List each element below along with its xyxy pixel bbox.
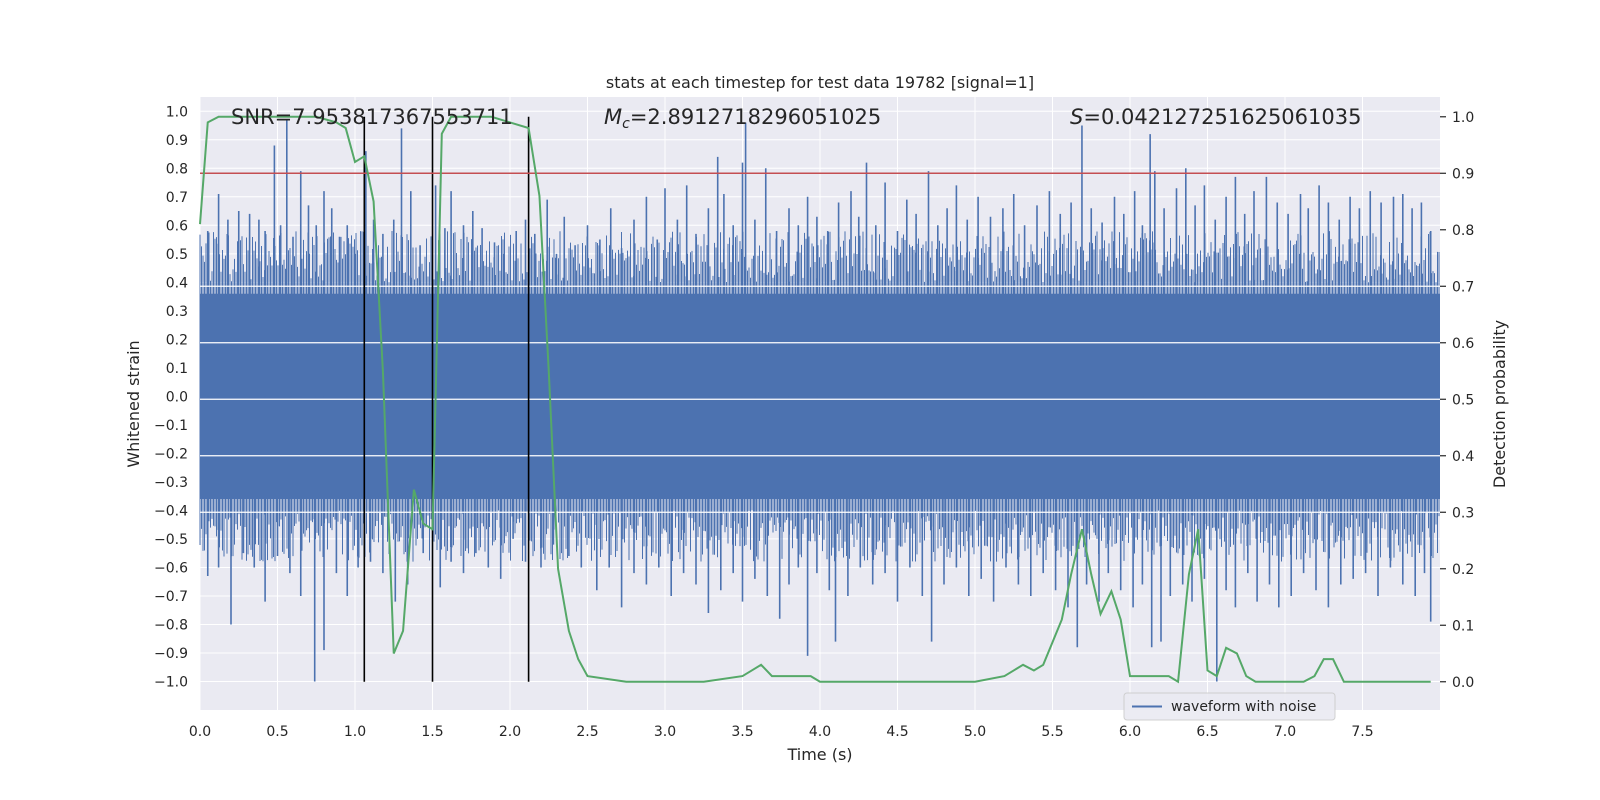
left-y-tick-label: 0.2	[166, 332, 188, 348]
left-y-tick-label: −0.4	[154, 503, 188, 519]
spin-annotation: S=0.042127251625061035	[1070, 105, 1361, 129]
x-tick-label: 0.5	[266, 724, 288, 740]
legend-label: waveform with noise	[1171, 699, 1316, 715]
chirp-mass-symbol: M	[604, 105, 622, 129]
left-y-tick-label: −0.3	[154, 475, 188, 491]
right-y-tick-label: 0.9	[1452, 166, 1474, 182]
left-y-tick-label: 0.6	[166, 218, 188, 234]
x-tick-label: 5.5	[1041, 724, 1063, 740]
right-y-tick-label: 0.0	[1452, 675, 1474, 691]
x-tick-label: 1.0	[344, 724, 366, 740]
left-y-tick-label: 1.0	[166, 104, 188, 120]
spin-value: =0.042127251625061035	[1083, 105, 1361, 129]
right-y-tick-label: 0.8	[1452, 223, 1474, 239]
snr-annotation: SNR=7.953817367553711	[231, 105, 513, 129]
left-y-tick-label: −0.2	[154, 446, 188, 462]
right-grid-overlay	[200, 285, 1440, 513]
left-y-axis-ticks: 1.0 0.9 0.8 0.7 0.6 0.5 0.4 0.3 0.2 0.1 0.0 −0.1 −0.…	[154, 104, 188, 690]
left-y-tick-label: 0.0	[166, 389, 188, 405]
legend: waveform with noise	[1123, 692, 1336, 721]
left-y-tick-label: −0.5	[154, 532, 188, 548]
left-y-tick-label: −0.1	[154, 418, 188, 434]
chirp-mass-value: =2.8912718296051025	[630, 105, 881, 129]
x-tick-label: 6.5	[1196, 724, 1218, 740]
right-y-tick-label: 0.3	[1452, 505, 1474, 521]
right-y-tick-label: 0.6	[1452, 336, 1474, 352]
left-y-tick-label: −1.0	[154, 674, 188, 690]
right-y-tick-label: 0.1	[1452, 618, 1474, 634]
right-y-tick-label: 1.0	[1452, 110, 1474, 126]
left-y-tick-label: 0.8	[166, 161, 188, 177]
x-axis-label: Time (s)	[786, 745, 852, 764]
right-y-axis-label: Detection probability	[1490, 320, 1509, 488]
x-tick-label: 4.0	[809, 724, 831, 740]
spin-symbol: S	[1070, 105, 1083, 129]
left-y-tick-label: −0.7	[154, 589, 188, 605]
x-tick-label: 6.0	[1119, 724, 1141, 740]
left-y-tick-label: 0.3	[166, 304, 188, 320]
x-tick-label: 3.0	[654, 724, 676, 740]
x-axis-ticks: 0.0 0.5 1.0 1.5 2.0 2.5 3.0 3.5 4.0 4.5 5.0 5.5 6.0 6…	[189, 724, 1374, 740]
left-y-tick-label: 0.1	[166, 361, 188, 377]
x-tick-label: 7.0	[1274, 724, 1296, 740]
probability-line	[199, 115, 1431, 684]
left-y-tick-label: 0.5	[166, 247, 188, 263]
x-tick-label: 0.0	[189, 724, 211, 740]
x-tick-label: 5.0	[964, 724, 986, 740]
right-y-tick-label: 0.7	[1452, 279, 1474, 295]
chirp-mass-annotation: Mc=2.8912718296051025	[604, 105, 881, 132]
x-tick-label: 2.5	[576, 724, 598, 740]
left-y-tick-label: 0.4	[166, 275, 188, 291]
right-y-axis-ticks: 1.0 0.9 0.8 0.7 0.6 0.5 0.4 0.3 0.2 0.1 0.0	[1440, 110, 1474, 691]
left-y-tick-label: −0.8	[154, 617, 188, 633]
left-y-axis-label: Whitened strain	[124, 340, 143, 467]
right-y-tick-label: 0.4	[1452, 449, 1474, 465]
probability-series	[199, 115, 1431, 684]
legend-box	[1123, 692, 1336, 721]
x-tick-label: 1.5	[421, 724, 443, 740]
left-y-tick-label: −0.6	[154, 560, 188, 576]
left-y-tick-label: −0.9	[154, 646, 188, 662]
chart-title: stats at each timestep for test data 197…	[606, 73, 1034, 92]
x-tick-label: 4.5	[886, 724, 908, 740]
x-tick-label: 7.5	[1351, 724, 1373, 740]
x-tick-label: 2.0	[499, 724, 521, 740]
chirp-mass-subscript: c	[622, 116, 630, 132]
event-markers	[363, 116, 530, 682]
right-y-tick-label: 0.2	[1452, 562, 1474, 578]
left-y-tick-label: 0.7	[166, 190, 188, 206]
right-y-tick-label: 0.5	[1452, 392, 1474, 408]
left-y-tick-label: 0.9	[166, 133, 188, 149]
x-tick-label: 3.5	[731, 724, 753, 740]
